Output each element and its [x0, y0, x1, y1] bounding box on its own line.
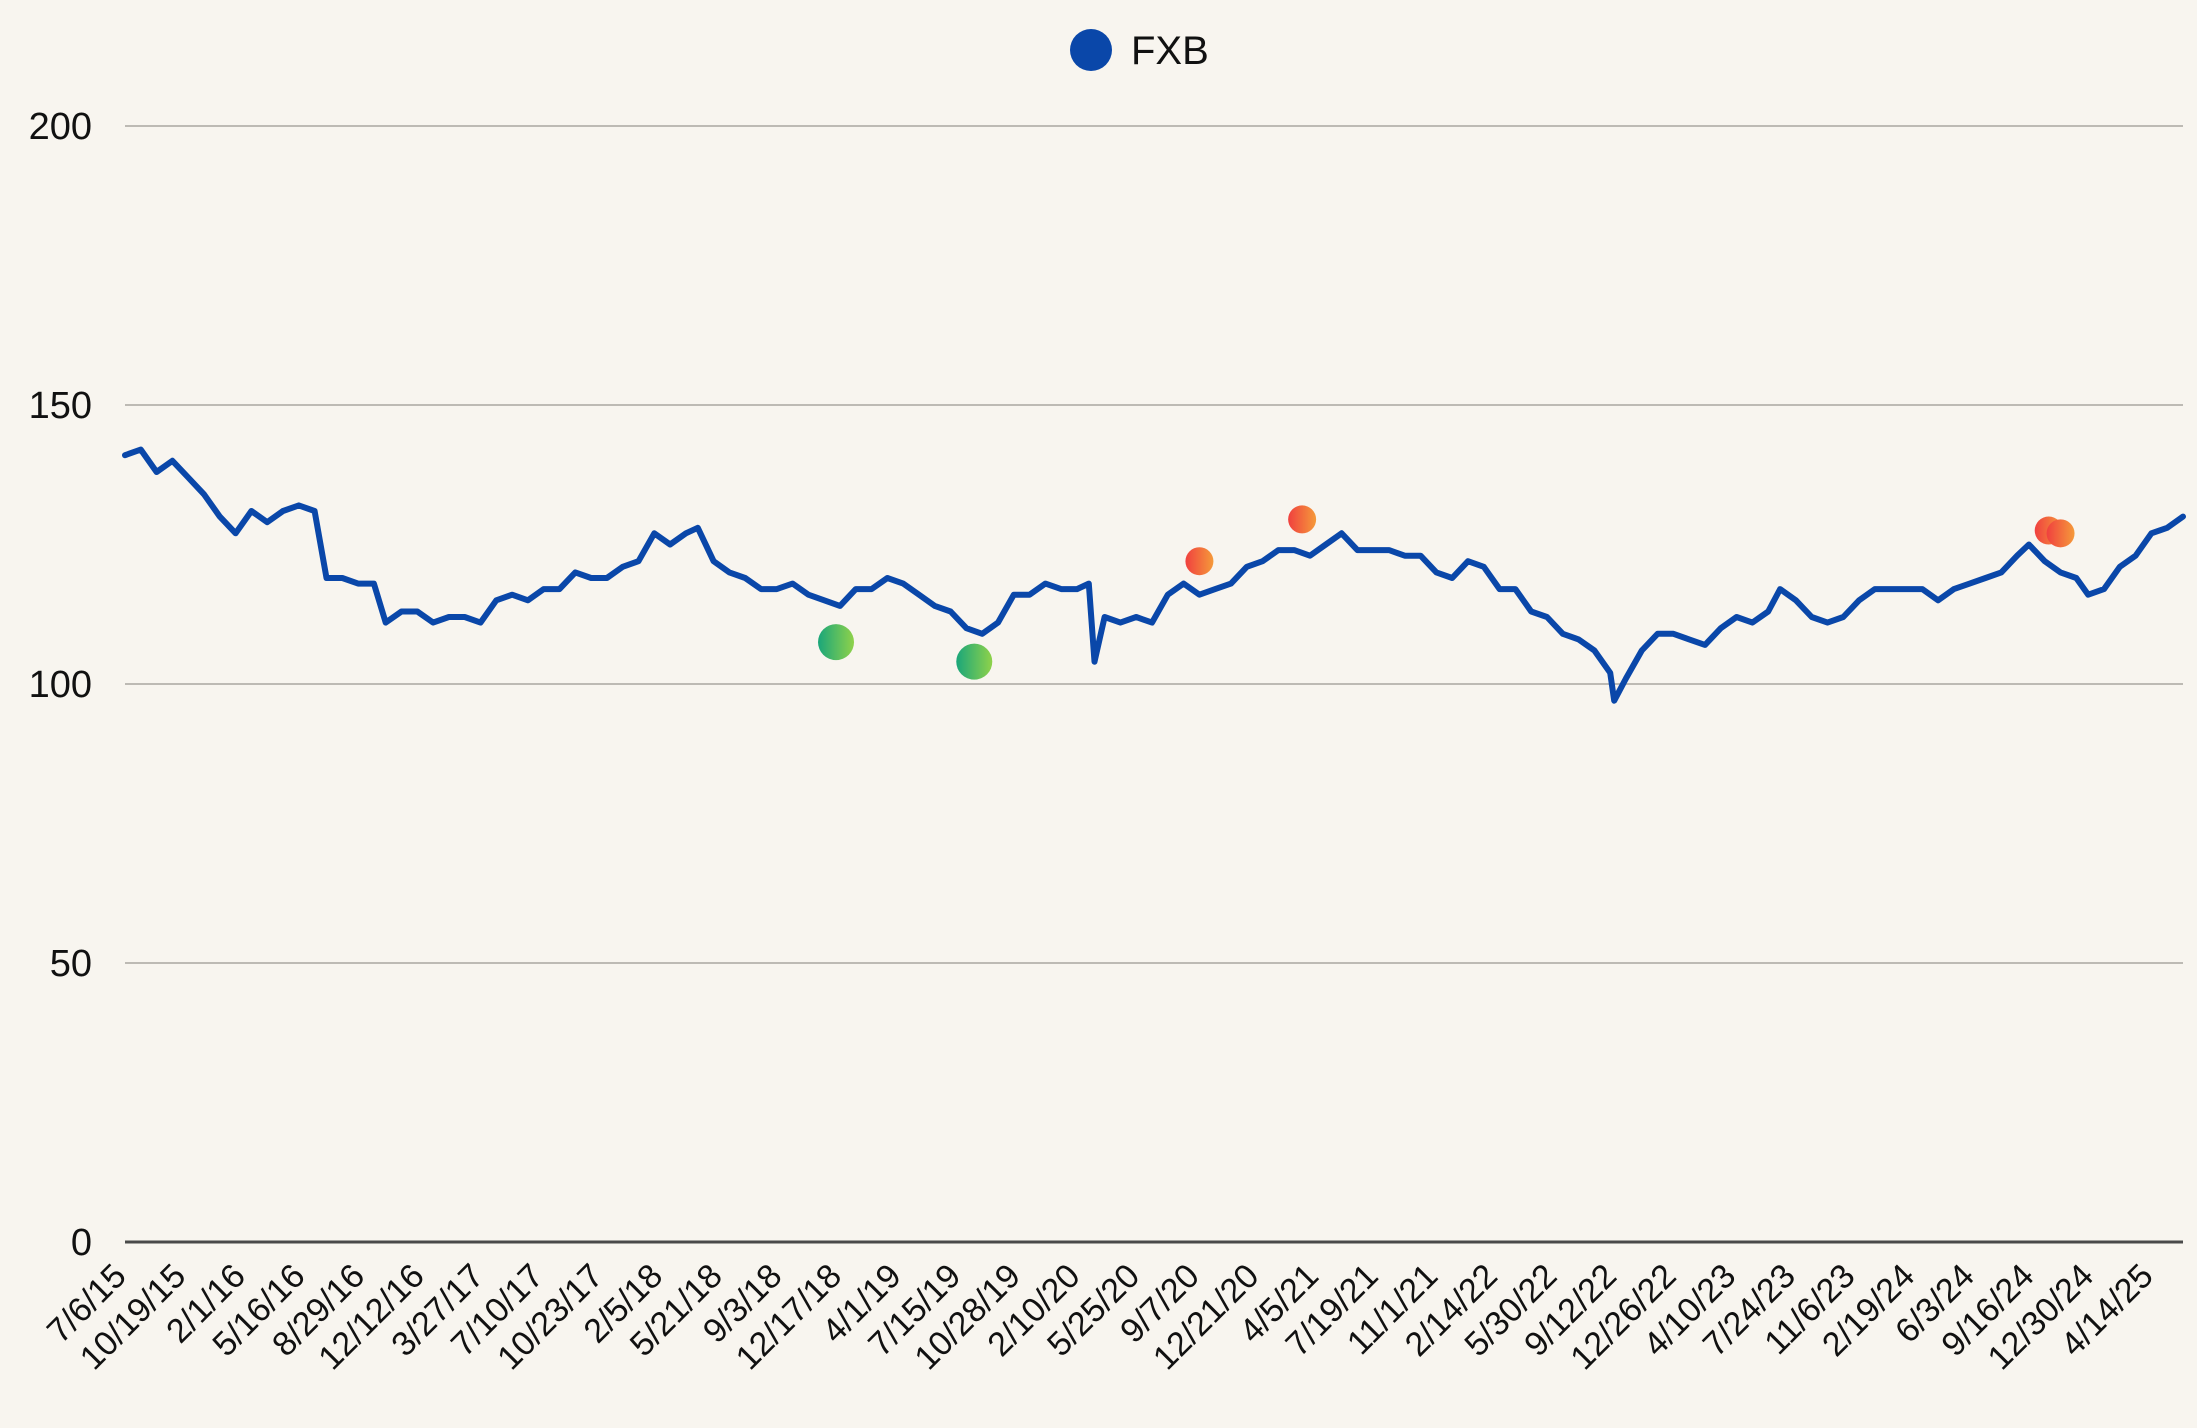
- series-line-fxb[interactable]: [122, 446, 2186, 704]
- y-tick-label: 150: [29, 385, 92, 427]
- y-tick-label: 0: [71, 1222, 92, 1264]
- y-tick-label: 50: [50, 943, 92, 985]
- legend-label-fxb: FXB: [1131, 29, 1209, 73]
- marker-layer: [818, 505, 2075, 680]
- sell-marker[interactable]: [2046, 519, 2075, 548]
- sell-marker[interactable]: [1288, 505, 1317, 534]
- buy-marker[interactable]: [818, 624, 855, 661]
- y-tick-label: 200: [29, 106, 92, 148]
- legend[interactable]: FXB: [1070, 29, 1209, 73]
- series-layer: [122, 446, 2186, 704]
- y-axis-ticks: 0 50 100 150 200: [29, 106, 92, 1264]
- y-tick-label: 100: [29, 664, 92, 706]
- legend-swatch-fxb: [1070, 29, 1112, 71]
- x-axis-ticks: 7/6/1510/19/152/1/165/16/168/29/1612/12/…: [40, 1257, 2161, 1377]
- sell-marker[interactable]: [1185, 547, 1214, 576]
- buy-marker[interactable]: [956, 643, 993, 680]
- gridlines: [125, 125, 2183, 1244]
